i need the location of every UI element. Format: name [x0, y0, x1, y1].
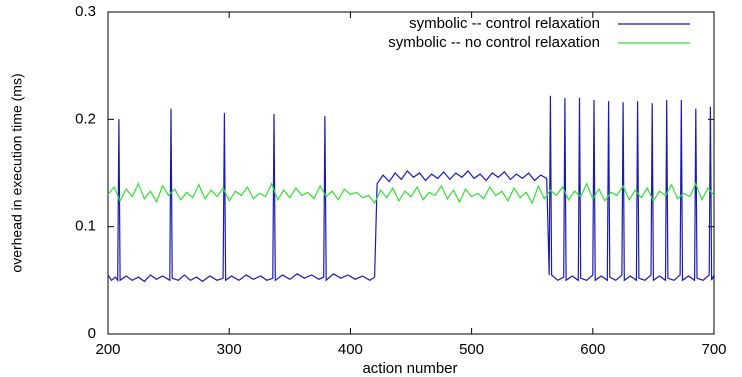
legend-label: symbolic -- control relaxation [409, 15, 600, 32]
y-tick-label: 0.3 [75, 3, 96, 20]
x-axis-label: action number [362, 360, 457, 377]
y-tick-label: 0.2 [75, 110, 96, 127]
y-axis-label: overhead in execution time (ms) [9, 73, 25, 272]
x-tick-label: 500 [459, 341, 484, 358]
series-line [107, 95, 715, 283]
legend-label: symbolic -- no control relaxation [388, 34, 600, 51]
x-tick-label: 700 [701, 341, 726, 358]
x-tick-label: 400 [338, 341, 363, 358]
x-tick-label: 200 [95, 341, 120, 358]
y-tick-label: 0 [88, 325, 96, 342]
x-tick-label: 300 [217, 341, 242, 358]
series-line [107, 182, 715, 205]
y-tick-label: 0.1 [75, 218, 96, 235]
plot-frame [107, 11, 715, 335]
x-tick-label: 600 [580, 341, 605, 358]
